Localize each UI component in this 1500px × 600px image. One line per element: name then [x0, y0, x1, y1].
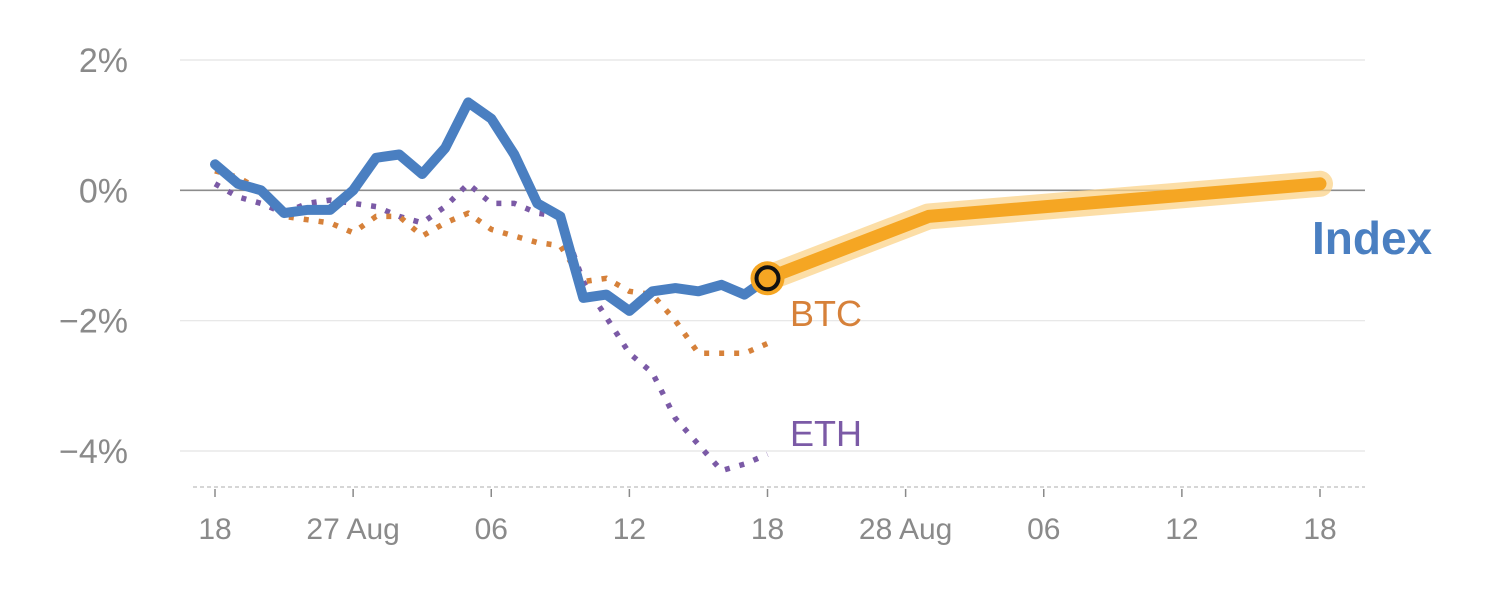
- x-tick-label: 18: [751, 513, 784, 546]
- x-tick-label: 18: [1303, 513, 1336, 546]
- x-tick-label: 27 Aug: [306, 513, 399, 546]
- x-tick-label: 12: [613, 513, 646, 546]
- btc-series-line: [214, 168, 769, 357]
- x-axis: 18 27 Aug 06 12 18 28 Aug 06 12 18: [193, 486, 1365, 546]
- current-value-marker: [750, 261, 785, 296]
- marker-inner-ring: [754, 265, 781, 292]
- x-tick-label: 28 Aug: [859, 513, 952, 546]
- y-tick-label: −4%: [59, 433, 128, 471]
- forecast-band: [754, 170, 1333, 292]
- x-tick-label: 06: [475, 513, 508, 546]
- y-tick-label: −2%: [59, 303, 128, 341]
- x-tick-label: 18: [198, 513, 231, 546]
- forecast-line: [761, 177, 1327, 285]
- y-tick-label: 0%: [79, 172, 128, 210]
- y-tick-label: 2%: [79, 42, 128, 80]
- btc-series-label: BTC: [790, 293, 862, 334]
- y-axis: 2% 0% −2% −4%: [59, 42, 128, 471]
- eth-series-label: ETH: [790, 413, 862, 454]
- index-series-label: Index: [1312, 212, 1433, 264]
- forecast-range: [754, 170, 1333, 292]
- series-lines: [210, 97, 773, 474]
- index-series-line: [210, 97, 773, 316]
- grid: [180, 59, 1365, 452]
- x-tick-label: 12: [1165, 513, 1198, 546]
- x-tick-label: 06: [1027, 513, 1060, 546]
- eth-series-line: [213, 181, 769, 474]
